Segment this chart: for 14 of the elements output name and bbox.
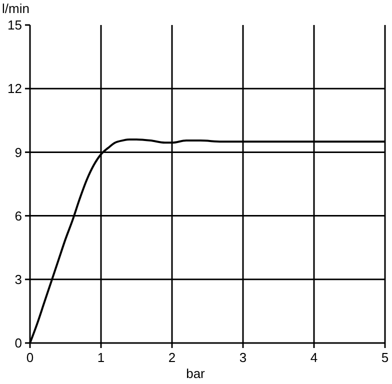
y-tick-label: 3 [14, 272, 22, 287]
y-axis-title: l/min [2, 1, 30, 16]
x-tick-label: 3 [239, 350, 247, 365]
x-tick-label: 0 [26, 350, 34, 365]
x-tick-label: 5 [381, 350, 389, 365]
y-tick-label: 0 [14, 336, 22, 351]
y-tick-label: 12 [8, 81, 22, 96]
x-tick-label: 4 [310, 350, 318, 365]
y-tick-label: 6 [14, 208, 22, 224]
x-tick-label: 1 [97, 350, 105, 365]
x-tick-label: 2 [168, 350, 176, 365]
y-tick-label: 9 [14, 144, 22, 160]
x-axis-title: bar [186, 366, 206, 381]
y-tick-label: 15 [8, 18, 22, 33]
